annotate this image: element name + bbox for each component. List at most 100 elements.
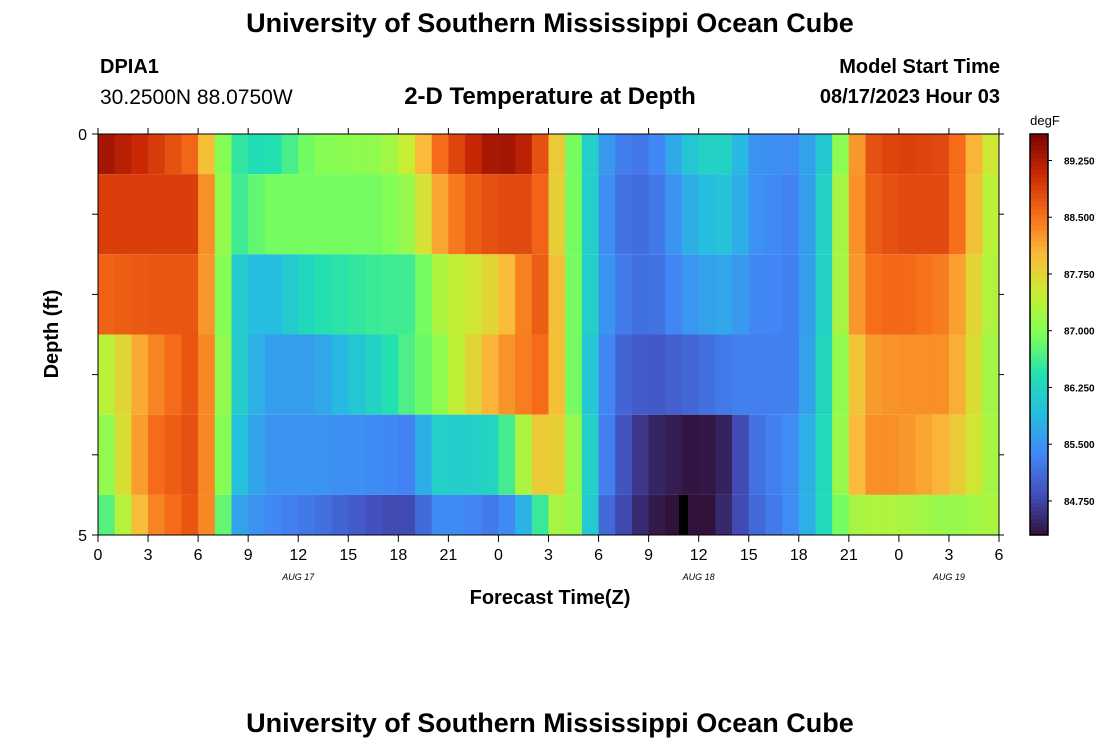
station-id: DPIA1 (100, 56, 159, 78)
colorbar-segment (1030, 382, 1048, 388)
heatmap-cell (965, 134, 983, 175)
heatmap-cell (531, 334, 549, 415)
heatmap-cell (965, 334, 983, 415)
heatmap-cell (882, 134, 900, 175)
colorbar-segment (1030, 174, 1048, 179)
heatmap-cell (631, 494, 650, 535)
colorbar-segment (1030, 194, 1048, 199)
heatmap-cell (348, 334, 366, 415)
colorbar-segment (1030, 490, 1048, 496)
heatmap-cell (164, 414, 182, 495)
heatmap-cell (548, 494, 566, 535)
x-tick-label: 21 (840, 547, 858, 564)
colorbar-segment (1030, 158, 1048, 163)
heatmap-cell (498, 334, 516, 415)
heatmap-cell (715, 174, 733, 255)
heatmap-cell (815, 334, 833, 415)
heatmap-cell (381, 334, 399, 415)
heatmap-cell (715, 254, 733, 335)
heatmap-cell (581, 414, 599, 495)
heatmap-cell (415, 254, 433, 335)
heatmap-cell (982, 174, 1000, 255)
heatmap-cell (548, 174, 566, 255)
heatmap-cell (765, 254, 783, 335)
heatmap-cell (415, 334, 433, 415)
heatmap-cell (181, 414, 199, 495)
heatmap-cell (131, 334, 149, 415)
heatmap-cell (214, 174, 232, 255)
heatmap-cell (398, 334, 416, 415)
colorbar-segment (1030, 502, 1048, 508)
temperature-heatmap-chart: 0 3 6 9 12 15 18 21 0 3 6 9 12 15 18 21 0 3 6 AUG 17 AUG 18 A… (41, 113, 1095, 609)
heatmap-cell (598, 254, 616, 335)
colorbar-frame (1029, 133, 1049, 536)
heatmap-cell (815, 174, 833, 255)
heatmap-cell (698, 134, 716, 175)
heatmap-cell (748, 414, 766, 495)
colorbar-segment (1030, 466, 1048, 472)
heatmap-cell (848, 334, 866, 415)
colorbar-segment (1030, 414, 1048, 420)
colorbar-segment (1030, 302, 1048, 307)
heatmap-cell (148, 494, 166, 535)
colorbar-segment (1030, 458, 1048, 464)
heatmap-cell (181, 254, 199, 335)
heatmap-cell (982, 414, 1000, 495)
heatmap-cell (932, 334, 950, 415)
heatmap-cell (698, 414, 716, 495)
heatmap-cell (248, 334, 266, 415)
plot-title: 2-D Temperature at Depth (404, 83, 696, 110)
heatmap-cell (665, 174, 683, 255)
heatmap-cell (598, 494, 616, 535)
heatmap-cell (648, 254, 666, 335)
heatmap-cell (531, 494, 549, 535)
heatmap-cell (565, 174, 583, 255)
heatmap-cell (932, 134, 950, 175)
heatmap-cell (448, 414, 466, 495)
heatmap-cell (565, 414, 583, 495)
heatmap-cell (948, 134, 967, 175)
colorbar-tick-label: 85.500 (1064, 440, 1095, 451)
heatmap-cell (615, 494, 633, 535)
heatmap-cell (481, 414, 499, 495)
colorbar-segment (1030, 198, 1048, 203)
station-coordinates: 30.2500N 88.0750W (100, 86, 293, 109)
colorbar-segment (1030, 330, 1048, 335)
colorbar-segment (1030, 166, 1048, 171)
heatmap-cell (948, 494, 967, 535)
colorbar-segment (1030, 134, 1048, 139)
heatmap-cell (932, 254, 950, 335)
heatmap-cell (214, 334, 232, 415)
heatmap-cell (698, 334, 716, 415)
heatmap-cell (481, 254, 499, 335)
heatmap-cell (815, 414, 833, 495)
colorbar-segment (1030, 258, 1048, 263)
heatmap-cell (164, 174, 182, 255)
heatmap-cell (798, 254, 816, 335)
footer-title: University of Southern Mississippi Ocean… (246, 708, 854, 738)
heatmap-cell (98, 494, 116, 535)
heatmap-cell (398, 254, 416, 335)
x-tick-label: 18 (389, 547, 407, 564)
heatmap-cell (314, 494, 332, 535)
heatmap-cell (498, 254, 516, 335)
colorbar-segment (1030, 146, 1048, 151)
heatmap-cell (281, 334, 299, 415)
heatmap-cell (314, 254, 332, 335)
colorbar-segment (1030, 470, 1048, 476)
x-tick-label: 0 (94, 547, 103, 564)
heatmap-cell (882, 414, 900, 495)
heatmap-cell (448, 174, 466, 255)
heatmap-cell (314, 334, 332, 415)
heatmap-cell (364, 334, 383, 415)
colorbar-segment (1030, 322, 1048, 327)
colorbar-segment (1030, 270, 1048, 275)
heatmap-cell (581, 134, 599, 175)
heatmap-cell (198, 254, 216, 335)
heatmap-cell (732, 334, 750, 415)
heatmap-cell (681, 334, 700, 415)
heatmap-cell (114, 414, 132, 495)
heatmap-cell (565, 494, 583, 535)
colorbar-tick-label: 87.750 (1064, 270, 1095, 281)
colorbar-segment (1030, 454, 1048, 460)
